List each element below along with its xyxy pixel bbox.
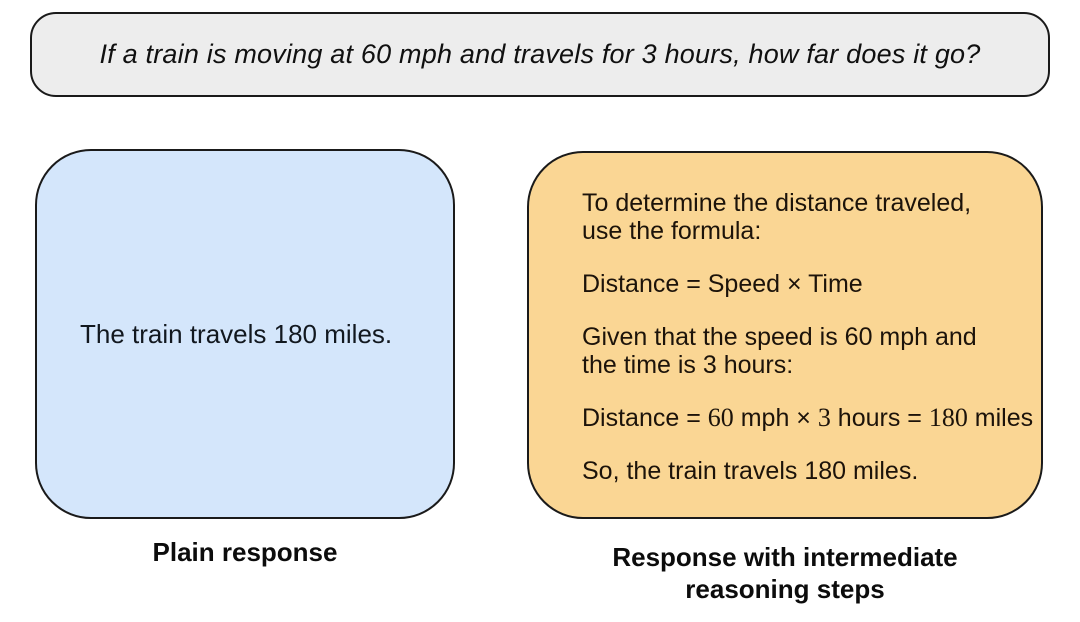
text-segment: Distance = Speed × Time <box>582 270 863 298</box>
reasoning-paragraphs: To determine the distance traveled, use t… <box>582 189 1033 485</box>
formula-number: 3 <box>817 403 831 432</box>
text-segment: use the formula: <box>582 217 762 245</box>
reasoning-response-box: To determine the distance traveled, use t… <box>527 151 1043 519</box>
reasoning-paragraph: So, the train travels 180 miles. <box>582 457 1027 485</box>
question-box: If a train is moving at 60 mph and trave… <box>30 12 1050 97</box>
reasoning-paragraph: Given that the speed is 60 mph and the ti… <box>582 323 1027 379</box>
text-segment: To determine the distance traveled, <box>582 189 972 217</box>
reasoning-paragraph: Distance = 60 mph × 3 hours = 180 miles <box>582 403 1033 433</box>
text-segment: Given that the speed is 60 mph and <box>582 323 977 351</box>
text-segment: So, the train travels 180 miles. <box>582 457 919 485</box>
formula-number: 180 <box>928 403 968 432</box>
text-segment: miles <box>967 404 1034 432</box>
plain-response-box: The train travels 180 miles. <box>35 149 455 519</box>
text-segment: mph × <box>733 404 818 432</box>
reasoning-paragraph: Distance = Speed × Time <box>582 270 1027 298</box>
plain-response-caption: Plain response <box>152 537 338 567</box>
text-segment: hours = <box>830 404 929 432</box>
text-segment: Distance = <box>582 404 708 432</box>
formula-number: 60 <box>707 403 734 432</box>
text-segment: the time is 3 hours: <box>582 351 794 379</box>
question-text: If a train is moving at 60 mph and trave… <box>99 39 981 69</box>
plain-response-text: The train travels 180 miles. <box>80 318 393 349</box>
reasoning-response-caption: Response with intermediate reasoning ste… <box>612 542 958 604</box>
reasoning-paragraph: To determine the distance traveled, use t… <box>582 189 1027 245</box>
